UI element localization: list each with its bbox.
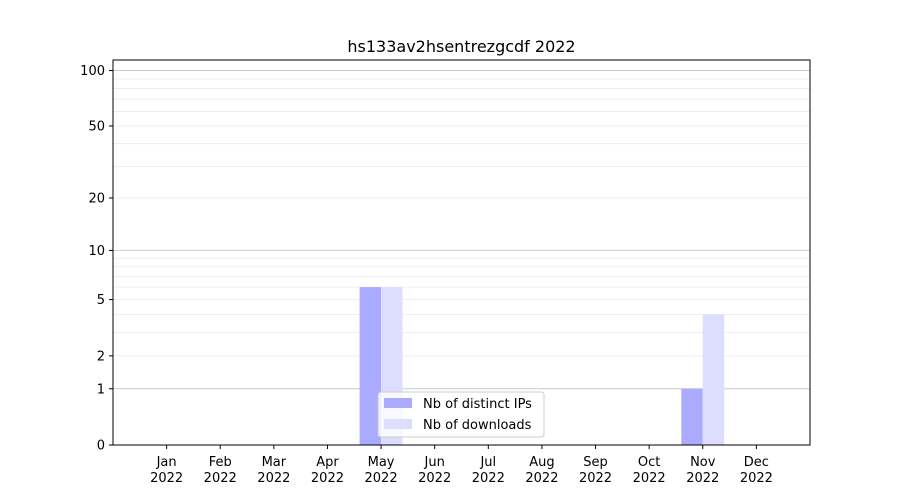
x-tick-label: Apr 2022 — [311, 455, 344, 486]
legend: Nb of distinct IPs Nb of downloads — [377, 391, 545, 438]
y-tick-label: 5 — [97, 293, 105, 308]
x-tick-label: Feb 2022 — [204, 455, 237, 486]
x-tick-label: Dec 2022 — [740, 455, 773, 486]
x-tick-label: Oct 2022 — [633, 455, 666, 486]
y-tick-label: 2 — [97, 349, 105, 364]
bar-distinct-ips — [681, 388, 703, 445]
legend-swatch — [384, 398, 412, 408]
legend-label: Nb of distinct IPs — [423, 397, 532, 412]
plot-frame — [112, 59, 811, 446]
y-tick-label: 100 — [80, 64, 105, 79]
y-tick-label: 0 — [97, 439, 105, 454]
y-tick-label: 10 — [88, 244, 105, 259]
y-tick-label: 20 — [88, 191, 105, 206]
bar-downloads — [702, 314, 725, 445]
x-tick-label: Jan 2022 — [150, 455, 183, 486]
legend-swatch — [384, 419, 412, 429]
x-tick-label: Jun 2022 — [418, 455, 451, 486]
x-tick-label: Mar 2022 — [257, 455, 290, 486]
x-tick-label: Nov 2022 — [686, 455, 719, 486]
legend-label: Nb of downloads — [423, 418, 532, 433]
y-axis: 0 1 2 5 10 20 50 100 — [80, 64, 113, 454]
x-tick-label: Jul 2022 — [472, 455, 505, 486]
bar-distinct-ips — [359, 287, 382, 445]
y-tick-label: 50 — [88, 119, 105, 134]
chart-title: hs133av2hsentrezgcdf 2022 — [347, 37, 575, 56]
x-tick-label: Aug 2022 — [525, 455, 558, 486]
x-tick-label: May 2022 — [365, 455, 398, 486]
legend-box — [377, 391, 545, 438]
y-tick-label: 1 — [97, 382, 105, 397]
x-axis: Jan 2022 Feb 2022 Mar 2022 Apr 2022 May 2022 Jun 20… — [150, 445, 773, 486]
x-tick-label: Sep 2022 — [579, 455, 612, 486]
